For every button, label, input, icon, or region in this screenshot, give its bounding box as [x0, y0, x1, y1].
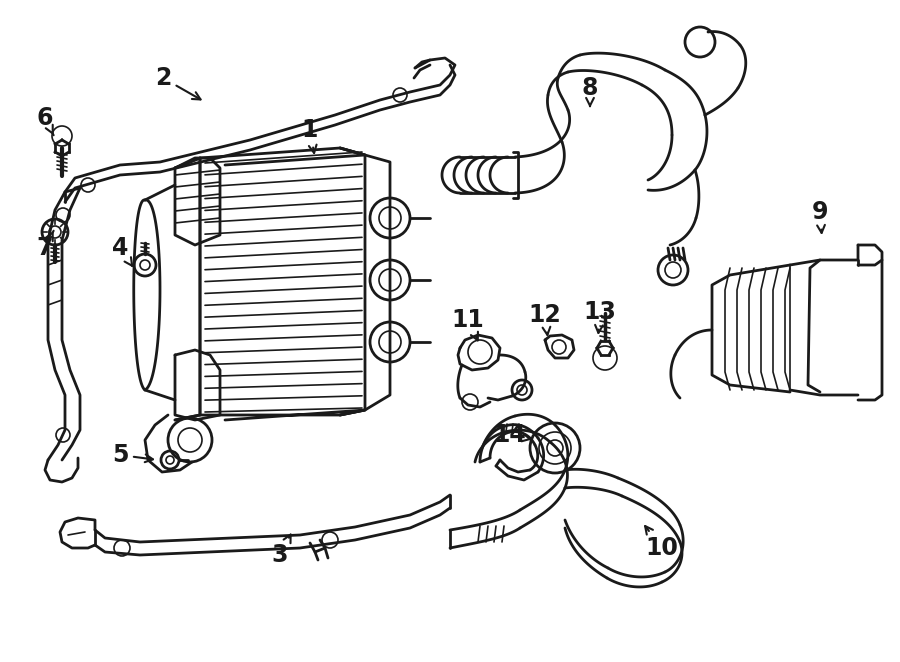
Text: 14: 14 — [493, 423, 532, 447]
Text: 5: 5 — [112, 443, 153, 467]
Text: 7: 7 — [37, 231, 54, 260]
Text: 10: 10 — [645, 526, 679, 560]
Text: 4: 4 — [112, 236, 132, 266]
Text: 1: 1 — [302, 118, 319, 153]
Text: 13: 13 — [583, 300, 617, 333]
Text: 9: 9 — [812, 200, 828, 233]
Text: 6: 6 — [37, 106, 54, 135]
Text: 2: 2 — [155, 66, 201, 99]
Text: 11: 11 — [452, 308, 484, 340]
Text: 8: 8 — [581, 76, 598, 106]
Text: 3: 3 — [272, 534, 291, 567]
Text: 12: 12 — [528, 303, 562, 335]
